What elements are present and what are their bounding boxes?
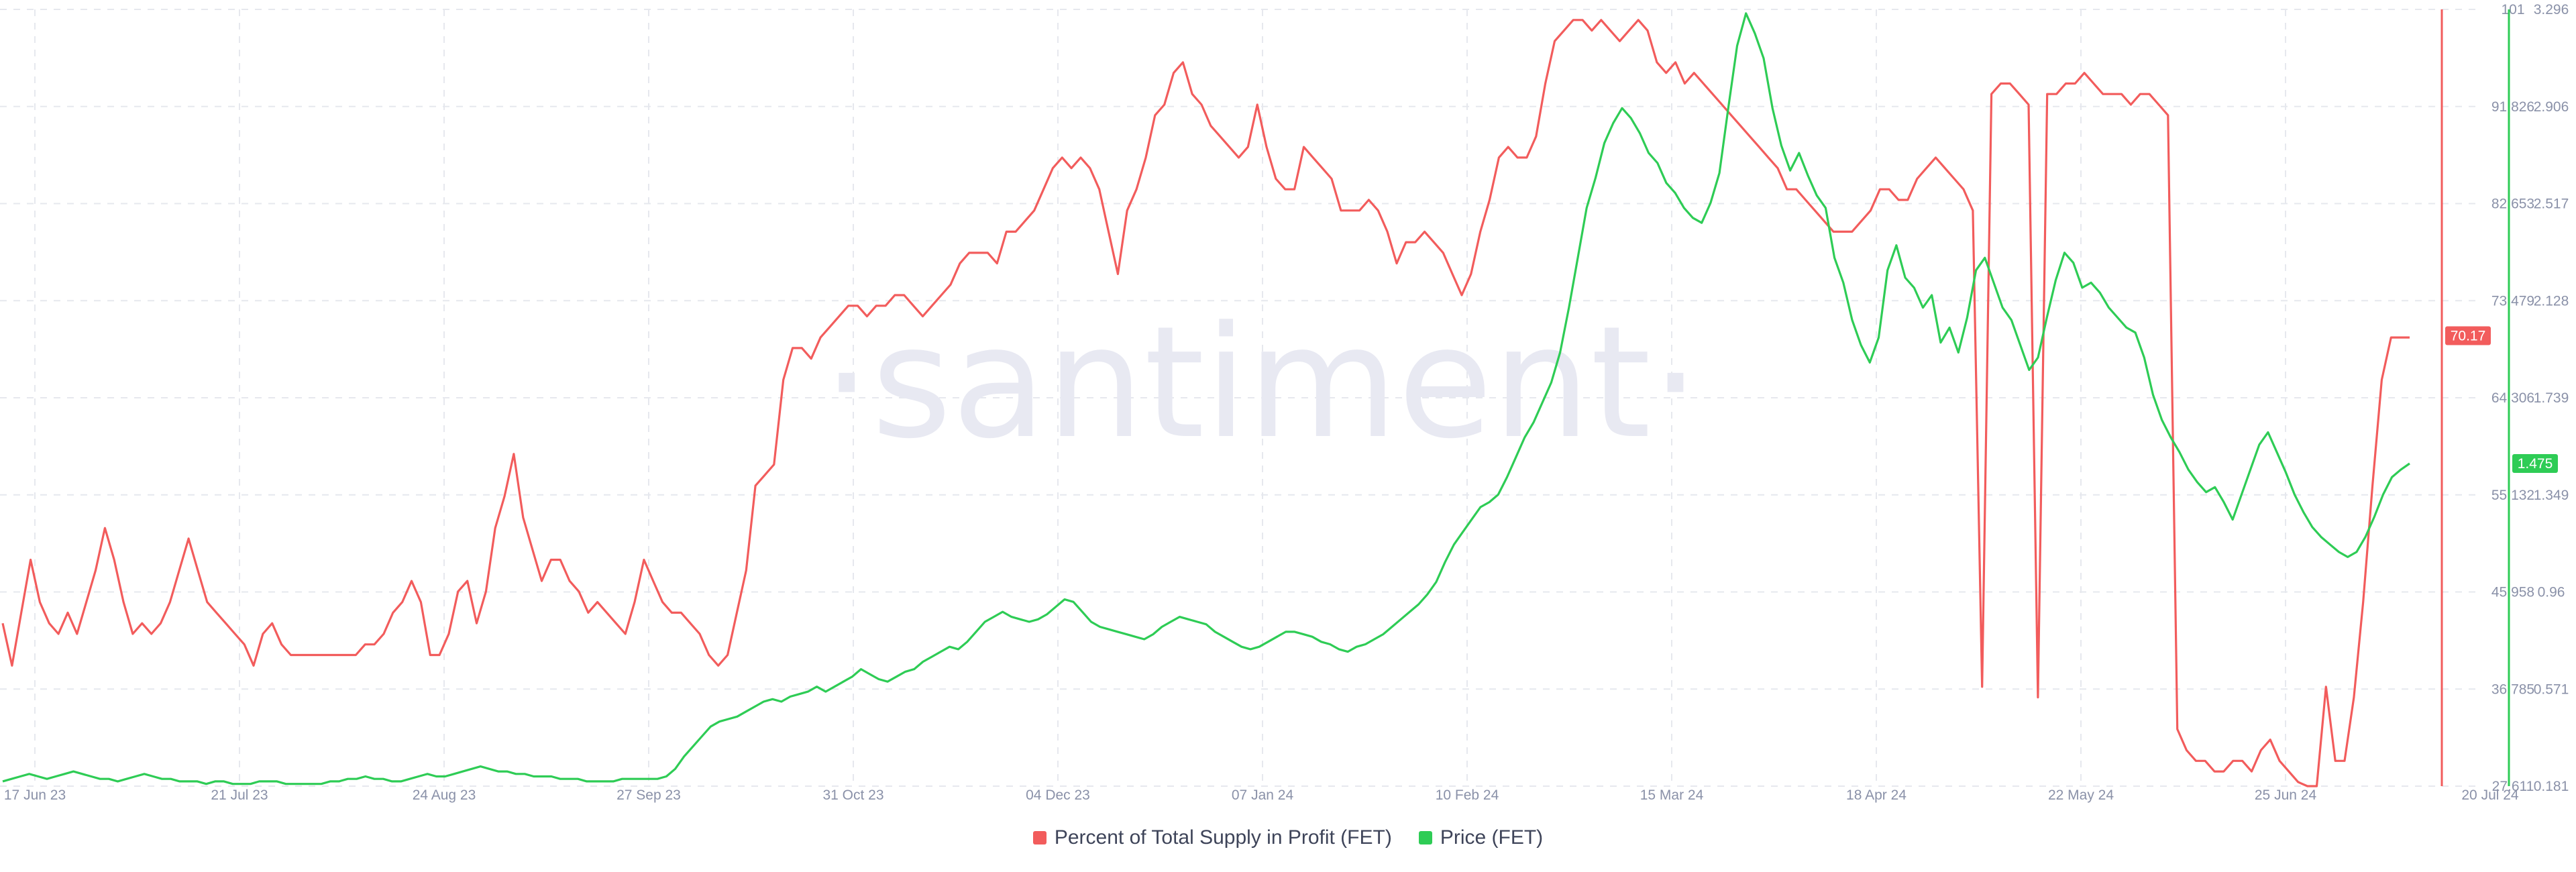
x-axis-tick: 04 Dec 23 (1026, 787, 1090, 803)
right-axis-tick: 1.349 (2534, 488, 2569, 503)
left-axis-tick: 101 (2501, 2, 2524, 17)
right-axis-tick: 0.181 (2534, 779, 2569, 794)
x-axis-tick: 24 Aug 23 (413, 787, 476, 803)
left-axis-tick: 45.958 (2491, 585, 2534, 600)
x-axis-tick: 07 Jan 24 (1232, 787, 1294, 803)
legend-label-profit: Percent of Total Supply in Profit (FET) (1054, 826, 1392, 849)
price-current-badge-bg (2512, 453, 2558, 473)
x-axis-tick: 15 Mar 24 (1640, 787, 1704, 803)
legend-item-profit[interactable]: Percent of Total Supply in Profit (FET) (1032, 826, 1392, 849)
watermark: ·santiment· (822, 294, 1700, 473)
x-axis-tick: 27 Sep 23 (616, 787, 681, 803)
left-axis-tick: 91.826 (2491, 99, 2534, 115)
right-axis-tick: 2.128 (2534, 293, 2569, 309)
x-axis-tick: 25 Jun 24 (2255, 787, 2317, 803)
price-current-badge: 1.475 (2518, 456, 2553, 472)
left-axis-tick: 82.653 (2491, 197, 2534, 212)
left-axis-tick: 55.132 (2491, 488, 2534, 503)
right-axis-tick: 0.96 (2538, 585, 2565, 600)
left-axis-tick: 64.306 (2491, 390, 2534, 406)
right-axis-tick: 2.517 (2534, 197, 2569, 212)
x-axis-tick: 17 Jun 23 (4, 787, 66, 803)
x-axis-tick: 21 Jul 23 (211, 787, 268, 803)
profit-current-badge-bg (2445, 326, 2491, 345)
x-axis-tick: 18 Apr 24 (1846, 787, 1907, 803)
right-axis-tick: 3.296 (2534, 2, 2569, 17)
legend-swatch-profit (1032, 831, 1046, 844)
grid-layer (0, 9, 2475, 787)
series-line-profit (1, 19, 2410, 787)
right-axis-tick: 0.571 (2534, 682, 2569, 697)
right-axis-tick: 1.739 (2534, 390, 2569, 406)
profit-current-badge: 70.17 (2451, 328, 2486, 343)
x-axis-tick: 10 Feb 24 (1436, 787, 1499, 803)
series-layer (1, 12, 2410, 787)
series-line-price (2, 12, 2410, 785)
legend-item-price[interactable]: Price (FET) (1418, 826, 1544, 849)
x-axis-tick: 20 Jul 24 (2461, 787, 2519, 803)
left-axis-tick: 73.479 (2491, 293, 2534, 309)
legend-swatch-price (1418, 831, 1432, 844)
x-axis-tick: 31 Oct 23 (822, 787, 883, 803)
x-axis-tick: 22 May 24 (2048, 787, 2114, 803)
legend-label-price: Price (FET) (1440, 826, 1544, 849)
right-axis-tick: 2.906 (2534, 99, 2569, 115)
left-axis-tick: 27.611 (2492, 779, 2534, 794)
legend: Percent of Total Supply in Profit (FET) … (0, 826, 2576, 849)
left-axis-tick: 36.785 (2491, 682, 2534, 697)
